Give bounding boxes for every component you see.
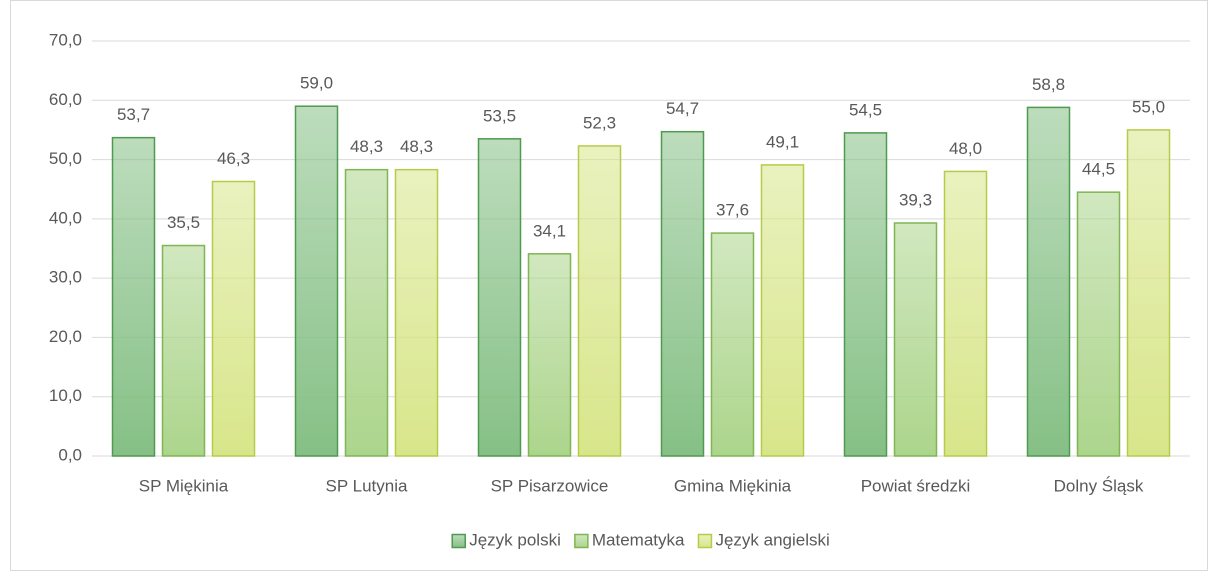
- bar: [344, 168, 389, 457]
- data-label: 53,7: [117, 105, 150, 124]
- data-label: 44,5: [1082, 160, 1115, 179]
- bar: [943, 170, 988, 457]
- legend-swatch: [574, 533, 589, 549]
- x-tick-label: Gmina Miękinia: [674, 476, 792, 495]
- bar: [843, 132, 888, 457]
- legend-swatch: [451, 533, 466, 549]
- data-label: 59,0: [300, 74, 333, 93]
- legend-label: Język angielski: [715, 530, 829, 549]
- bar: [477, 138, 522, 457]
- legend-item: Matematyka: [574, 530, 685, 549]
- y-tick-label: 10,0: [49, 386, 82, 405]
- bar: [893, 222, 938, 457]
- y-tick-label: 70,0: [49, 30, 82, 49]
- bar: [1026, 106, 1071, 457]
- data-label: 46,3: [217, 149, 250, 168]
- data-label: 53,5: [483, 106, 516, 125]
- y-tick-label: 0,0: [58, 445, 82, 464]
- bar: [394, 168, 439, 457]
- bar: [1126, 129, 1171, 457]
- y-tick-label: 40,0: [49, 208, 82, 227]
- legend-label: Język polski: [469, 530, 561, 549]
- bar: [161, 244, 206, 457]
- legend-item: Język polski: [451, 530, 561, 549]
- data-label: 54,5: [849, 100, 882, 119]
- x-tick-label: SP Lutynia: [326, 476, 408, 495]
- bar: [111, 136, 156, 457]
- data-label: 55,0: [1132, 97, 1165, 116]
- legend: Język polski Matematyka Język angielski: [451, 530, 830, 549]
- x-tick-label: SP Pisarzowice: [491, 476, 609, 495]
- y-tick-label: 20,0: [49, 327, 82, 346]
- data-label: 58,8: [1032, 75, 1065, 94]
- y-tick-label: 50,0: [49, 149, 82, 168]
- data-label: 37,6: [716, 201, 749, 220]
- y-tick-label: 30,0: [49, 268, 82, 287]
- bar: [1076, 191, 1121, 457]
- data-label: 48,3: [400, 137, 433, 156]
- bar: [577, 145, 622, 457]
- data-label: 48,3: [350, 137, 383, 156]
- bar: [760, 164, 805, 457]
- x-tick-label: Powiat średzki: [861, 476, 971, 495]
- x-tick-label: Dolny Śląsk: [1054, 476, 1144, 495]
- data-label: 48,0: [949, 139, 982, 158]
- data-label: 35,5: [167, 213, 200, 232]
- data-label: 49,1: [766, 132, 799, 151]
- data-label: 34,1: [533, 221, 566, 240]
- legend-swatch: [697, 533, 713, 549]
- bar: [660, 130, 705, 457]
- data-label: 39,3: [899, 190, 932, 209]
- bar: [710, 232, 755, 457]
- legend-item: Język angielski: [697, 530, 830, 549]
- y-tick-label: 60,0: [49, 90, 82, 109]
- data-label: 54,7: [666, 99, 699, 118]
- data-label: 52,3: [583, 113, 616, 132]
- bar: [527, 253, 572, 457]
- legend-label: Matematyka: [592, 530, 685, 549]
- bar: [211, 180, 256, 457]
- bar: [294, 105, 339, 457]
- x-tick-label: SP Miękinia: [139, 476, 229, 495]
